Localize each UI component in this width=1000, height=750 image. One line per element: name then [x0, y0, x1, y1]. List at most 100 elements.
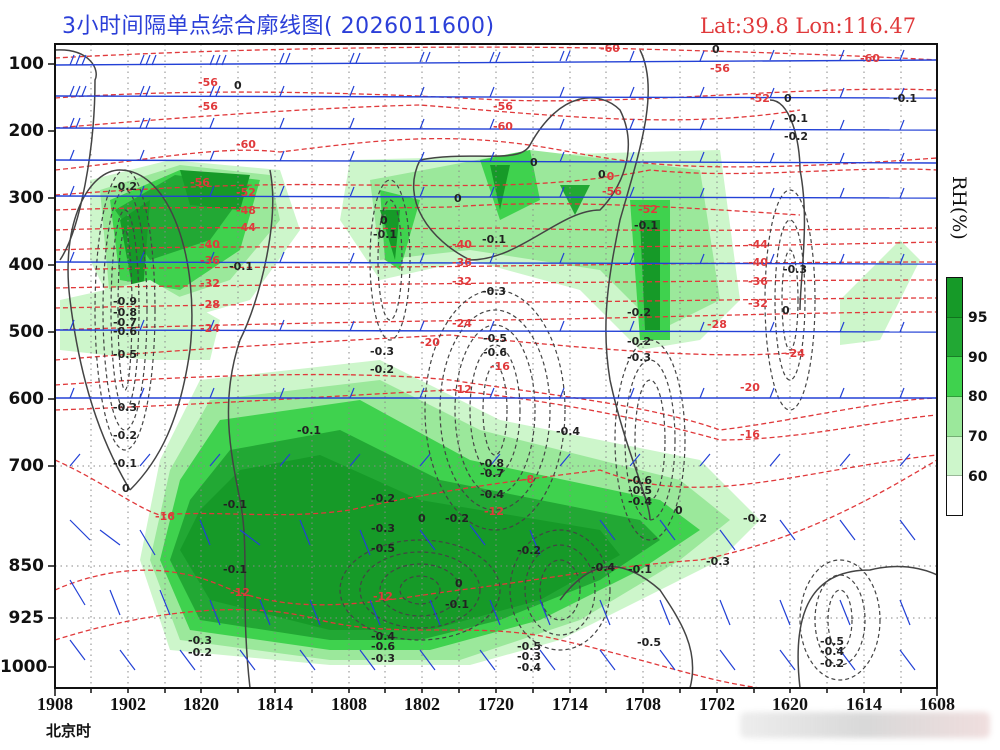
- svg-text:-8: -8: [522, 473, 534, 486]
- svg-text:-0.3: -0.3: [188, 634, 212, 647]
- rh-colorbar: [946, 277, 963, 516]
- y-tick-label: 400: [8, 255, 45, 275]
- svg-text:-40: -40: [748, 256, 768, 269]
- omega-contours: [54, 49, 938, 689]
- svg-text:-60: -60: [236, 138, 256, 151]
- colorbar-tick: 80: [968, 389, 988, 405]
- svg-text:-60: -60: [860, 52, 880, 65]
- svg-text:-0.3: -0.3: [783, 263, 807, 276]
- wind-barbs: [54, 59, 938, 399]
- svg-text:-36: -36: [748, 275, 768, 288]
- svg-text:-56: -56: [602, 185, 622, 198]
- svg-text:-16: -16: [155, 510, 175, 523]
- svg-text:-24: -24: [200, 322, 220, 335]
- svg-text:0: 0: [675, 504, 683, 517]
- svg-text:-32: -32: [452, 275, 472, 288]
- svg-text:0: 0: [598, 168, 606, 181]
- svg-text:-36: -36: [200, 254, 220, 267]
- omega-contours-dashed: [94, 169, 881, 681]
- y-tick-label: 700: [8, 456, 45, 476]
- svg-text:-56: -56: [710, 62, 730, 75]
- x-tick-label: 1614: [846, 694, 882, 714]
- x-tick-label: 1808: [331, 694, 367, 714]
- svg-text:-0.3: -0.3: [371, 522, 395, 535]
- svg-text:-0.4: -0.4: [371, 630, 395, 643]
- svg-text:-0.9: -0.9: [113, 295, 137, 308]
- svg-text:-12: -12: [484, 505, 504, 518]
- svg-text:-28: -28: [707, 318, 727, 331]
- svg-text:-0.6: -0.6: [371, 640, 395, 653]
- svg-text:-56: -56: [493, 100, 513, 113]
- y-tick-label: 100: [8, 54, 45, 74]
- svg-text:-0.2: -0.2: [743, 512, 767, 525]
- svg-text:-0.1: -0.1: [223, 498, 247, 511]
- svg-text:-52: -52: [236, 186, 256, 199]
- svg-text:-0.1: -0.1: [113, 457, 137, 470]
- colorbar-tick: 60: [968, 469, 988, 485]
- x-axis-unit-label: 北京时: [46, 722, 92, 740]
- svg-text:-0.5: -0.5: [820, 635, 844, 648]
- svg-text:-24: -24: [452, 317, 472, 330]
- y-tick-label: 600: [8, 389, 45, 409]
- svg-text:-0.5: -0.5: [628, 484, 652, 497]
- svg-text:-0.2: -0.2: [784, 130, 808, 143]
- svg-text:-0.1: -0.1: [373, 228, 397, 241]
- x-tick-label: 1908: [37, 694, 73, 714]
- svg-text:-0.2: -0.2: [627, 335, 651, 348]
- temperature-contours: [54, 46, 938, 689]
- x-tick-label: 1708: [625, 694, 661, 714]
- svg-text:-16: -16: [490, 360, 510, 373]
- svg-text:-0.5: -0.5: [637, 636, 661, 649]
- x-tick-label: 1902: [110, 694, 146, 714]
- x-tick-label: 1714: [552, 694, 588, 714]
- svg-text:-0.2: -0.2: [113, 429, 137, 442]
- svg-text:-0.7: -0.7: [113, 316, 137, 329]
- svg-text:0: 0: [455, 577, 463, 590]
- x-tick-label: 1620: [772, 694, 808, 714]
- x-tick-label: 1702: [699, 694, 735, 714]
- svg-text:-44: -44: [236, 221, 256, 234]
- svg-text:-0.1: -0.1: [229, 260, 253, 273]
- x-tick-label: 1820: [183, 694, 219, 714]
- y-tick-label: 500: [8, 322, 45, 342]
- location-label: Lat:39.8 Lon:116.47: [700, 14, 917, 38]
- wind-barb-flags: [69, 49, 916, 671]
- svg-text:0: 0: [782, 304, 790, 317]
- y-tick-label: 200: [8, 121, 45, 141]
- svg-text:-0.5: -0.5: [517, 640, 541, 653]
- svg-text:0: 0: [784, 92, 792, 105]
- svg-text:0: 0: [454, 192, 462, 205]
- svg-text:-0.4: -0.4: [628, 495, 652, 508]
- y-tick-label: 925: [8, 608, 45, 628]
- svg-text:-0.3: -0.3: [370, 345, 394, 358]
- x-tick-label: 1814: [257, 694, 293, 714]
- svg-text:0: 0: [234, 79, 242, 92]
- svg-text:-32: -32: [748, 297, 768, 310]
- svg-text:0: 0: [122, 482, 130, 495]
- chart-title: 3小时间隔单点综合廓线图( 2026011600): [62, 14, 495, 39]
- svg-text:-0.2: -0.2: [820, 657, 844, 670]
- svg-text:-36: -36: [452, 256, 472, 269]
- svg-text:-0.3: -0.3: [482, 285, 506, 298]
- grid: [55, 44, 937, 688]
- svg-text:-20: -20: [740, 381, 760, 394]
- svg-text:-12: -12: [230, 586, 250, 599]
- svg-text:-0.4: -0.4: [591, 561, 615, 574]
- svg-text:-0.6: -0.6: [483, 346, 507, 359]
- svg-text:-0.8: -0.8: [480, 457, 504, 470]
- x-tick-label: 1608: [919, 694, 955, 714]
- svg-text:-20: -20: [420, 336, 440, 349]
- temperature-labels: -60 -56 -60 -56 -56 -52 -56 -60 -60 -56 -52 -48 -…: [155, 42, 880, 603]
- y-tick-label: 850: [8, 556, 45, 576]
- svg-text:-56: -56: [198, 100, 218, 113]
- svg-text:-24: -24: [785, 347, 805, 360]
- svg-text:-0.5: -0.5: [113, 348, 137, 361]
- rh-shading: [60, 150, 920, 665]
- svg-text:-40: -40: [452, 238, 472, 251]
- svg-text:-12: -12: [373, 590, 393, 603]
- svg-text:-12: -12: [452, 383, 472, 396]
- svg-text:-0.3: -0.3: [371, 652, 395, 665]
- y-ticks: [48, 63, 55, 668]
- svg-text:-0.5: -0.5: [371, 542, 395, 555]
